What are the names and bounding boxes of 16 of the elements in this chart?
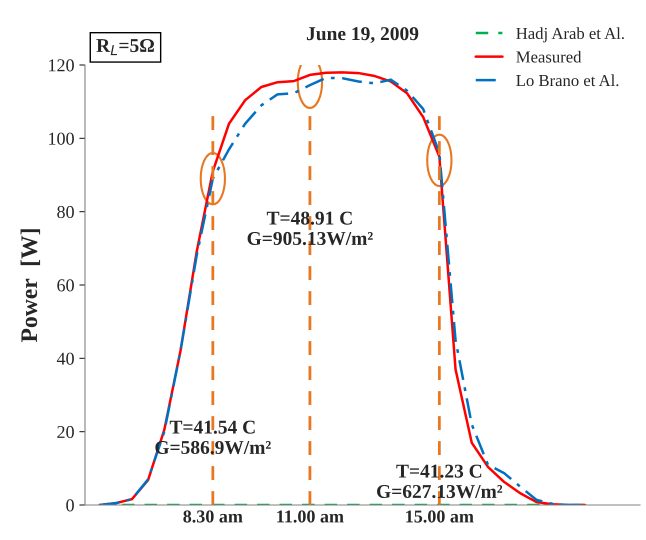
text: R$_{L}$=5Ω <box>96 39 154 56</box>
x-tick-label: 15.00 am <box>406 510 474 523</box>
y-tick-label: 60 <box>57 279 74 292</box>
y-tick-label: 120 <box>49 59 74 72</box>
y-axis-title: Power [W] <box>20 229 40 342</box>
y-tick-label: 40 <box>56 352 74 365</box>
y-tick-label: 100 <box>49 132 74 145</box>
y-tick-label: 80 <box>57 206 74 218</box>
y-tick-label: 20 <box>57 426 74 438</box>
x-tick-label: 8.30 am <box>183 510 243 523</box>
chart-title: June 19, 2009 <box>306 27 418 44</box>
legend-label: Hadj Arab et Al. <box>516 27 624 42</box>
legend-label: Measured <box>516 50 582 63</box>
legend-label: Lo Brano et Al. <box>516 74 618 86</box>
y-tick-label: 0 <box>66 499 74 512</box>
x-tick-label: 11.00 am <box>277 510 344 523</box>
